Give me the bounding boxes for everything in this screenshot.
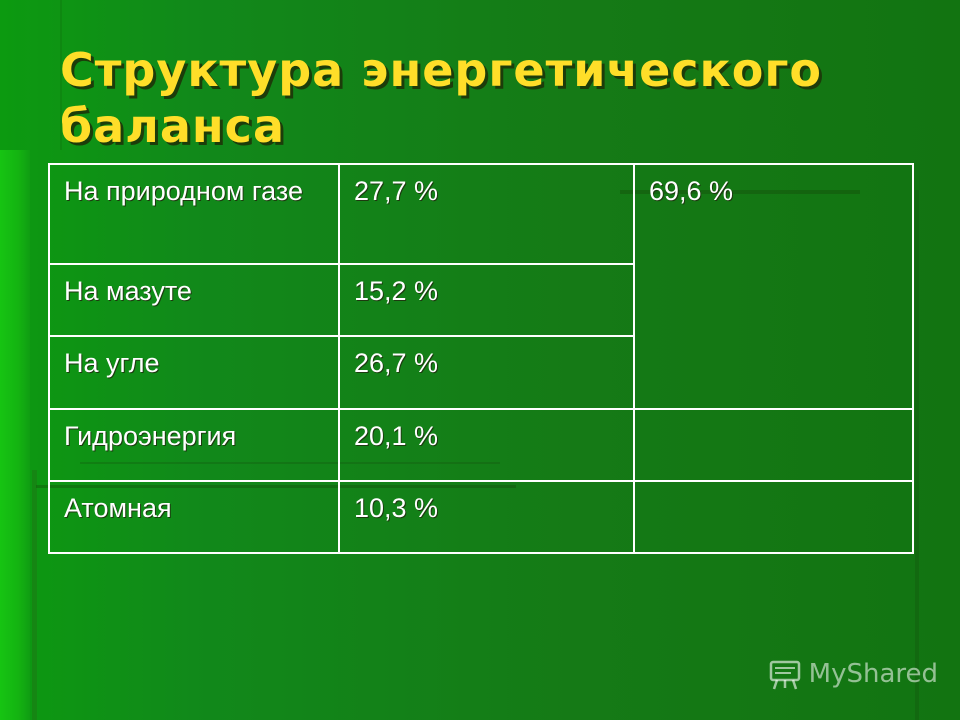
myshared-watermark[interactable]: MyShared (767, 656, 938, 692)
empty-cell (633, 408, 914, 482)
empty-cell (633, 480, 914, 554)
table-row: На угле 26,7 % (48, 335, 913, 410)
energy-source-cell: На природном газе (48, 163, 340, 265)
background-accent-bar (0, 150, 30, 720)
board-icon (769, 660, 800, 690)
watermark-text: MyShared (808, 659, 938, 689)
energy-balance-table: На природном газе 27,7 % 69,6 % На мазут… (48, 163, 914, 554)
table-row: Гидроэнергия 20,1 % (48, 408, 914, 482)
energy-source-cell: На мазуте (48, 263, 340, 337)
energy-source-cell: Атомная (48, 480, 340, 554)
energy-share-cell: 15,2 % (338, 263, 635, 337)
background-stroke (915, 190, 919, 720)
slide-title: Структура энергетического баланса (60, 43, 822, 153)
energy-source-cell: На угле (48, 335, 340, 410)
fossil-total-cell: 69,6 % (633, 163, 914, 410)
energy-source-cell: Гидроэнергия (48, 408, 340, 482)
energy-share-cell: 26,7 % (338, 335, 635, 410)
table-row: Атомная 10,3 % (48, 480, 914, 554)
energy-share-cell: 20,1 % (338, 408, 635, 482)
background-accent-bar (32, 470, 37, 720)
energy-share-cell: 10,3 % (338, 480, 635, 554)
table-row: На мазуте 15,2 % (48, 263, 913, 337)
energy-share-cell: 27,7 % (338, 163, 635, 265)
table-row: На природном газе 27,7 % 69,6 % (48, 163, 914, 410)
